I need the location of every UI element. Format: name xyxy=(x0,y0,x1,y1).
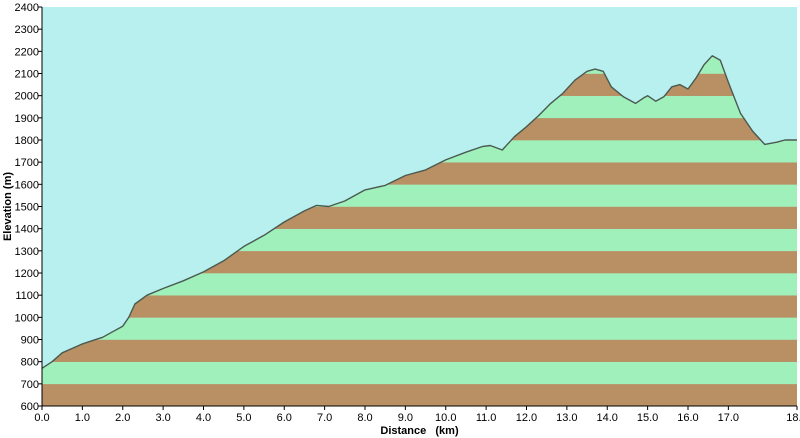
x-tick-label: 15.0 xyxy=(637,412,658,424)
y-tick-label: 2400 xyxy=(15,2,39,14)
x-tick-label: 14.0 xyxy=(597,412,618,424)
x-tick-label: 6.0 xyxy=(277,412,292,424)
y-tick-label: 900 xyxy=(21,335,39,347)
x-tick-label: 13.0 xyxy=(556,412,577,424)
elevation-band xyxy=(42,339,797,362)
x-tick-label: 17.0 xyxy=(718,412,739,424)
y-tick-label: 1400 xyxy=(15,224,39,236)
elevation-band xyxy=(42,295,797,318)
x-tick-label: 10.0 xyxy=(435,412,456,424)
y-tick-label: 1800 xyxy=(15,135,39,147)
x-tick-label: 2.0 xyxy=(115,412,130,424)
y-tick-label: 600 xyxy=(21,401,39,413)
x-axis-title: Distance (km) xyxy=(380,425,459,437)
elevation-line xyxy=(41,55,797,369)
x-tick-label: 11.0 xyxy=(476,412,497,424)
y-tick-label: 1100 xyxy=(15,290,39,302)
y-tick-label: 1300 xyxy=(15,246,39,258)
x-tick-label: 5.0 xyxy=(236,412,251,424)
x-tick-label: 16.0 xyxy=(677,412,698,424)
y-tick-label: 700 xyxy=(21,379,39,391)
y-tick-label: 1000 xyxy=(15,312,39,324)
elevation-band xyxy=(42,273,797,296)
elevation-band xyxy=(42,383,797,407)
y-tick-label: 1900 xyxy=(15,113,39,125)
x-tick-label: 9.0 xyxy=(398,412,413,424)
x-tick-label: 18.7 xyxy=(786,412,800,424)
y-axis-title: Elevation (m) xyxy=(2,172,14,241)
y-tick-label: 1500 xyxy=(15,202,39,214)
elevation-band xyxy=(42,361,797,385)
elevation-band xyxy=(42,317,797,340)
y-tick-label: 2000 xyxy=(15,91,39,103)
x-tick-label: 0.0 xyxy=(34,412,49,424)
y-tick-label: 1200 xyxy=(15,268,39,280)
x-tick-label: 1.0 xyxy=(75,412,90,424)
y-tick-label: 1600 xyxy=(15,179,39,191)
y-axis-ticks: 600 700 800 900 1000 1100 1200 1300 1400 1500 1600… xyxy=(15,2,42,413)
x-tick-label: 8.0 xyxy=(357,412,372,424)
x-axis-ticks: 0.0 1.0 2.0 3.0 4.0 5.0 6.0 7.0 8.0 9.0 10.0 11.0 12… xyxy=(34,406,800,424)
y-tick-label: 2100 xyxy=(15,69,39,81)
y-tick-label: 2200 xyxy=(15,46,39,58)
y-tick-label: 2300 xyxy=(15,24,39,36)
y-tick-label: 800 xyxy=(21,357,39,369)
x-tick-label: 4.0 xyxy=(196,412,211,424)
x-tick-label: 12.0 xyxy=(516,412,537,424)
elevation-profile-line xyxy=(41,55,797,369)
x-tick-label: 7.0 xyxy=(317,412,332,424)
x-tick-label: 3.0 xyxy=(155,412,170,424)
y-tick-label: 1700 xyxy=(15,157,39,169)
